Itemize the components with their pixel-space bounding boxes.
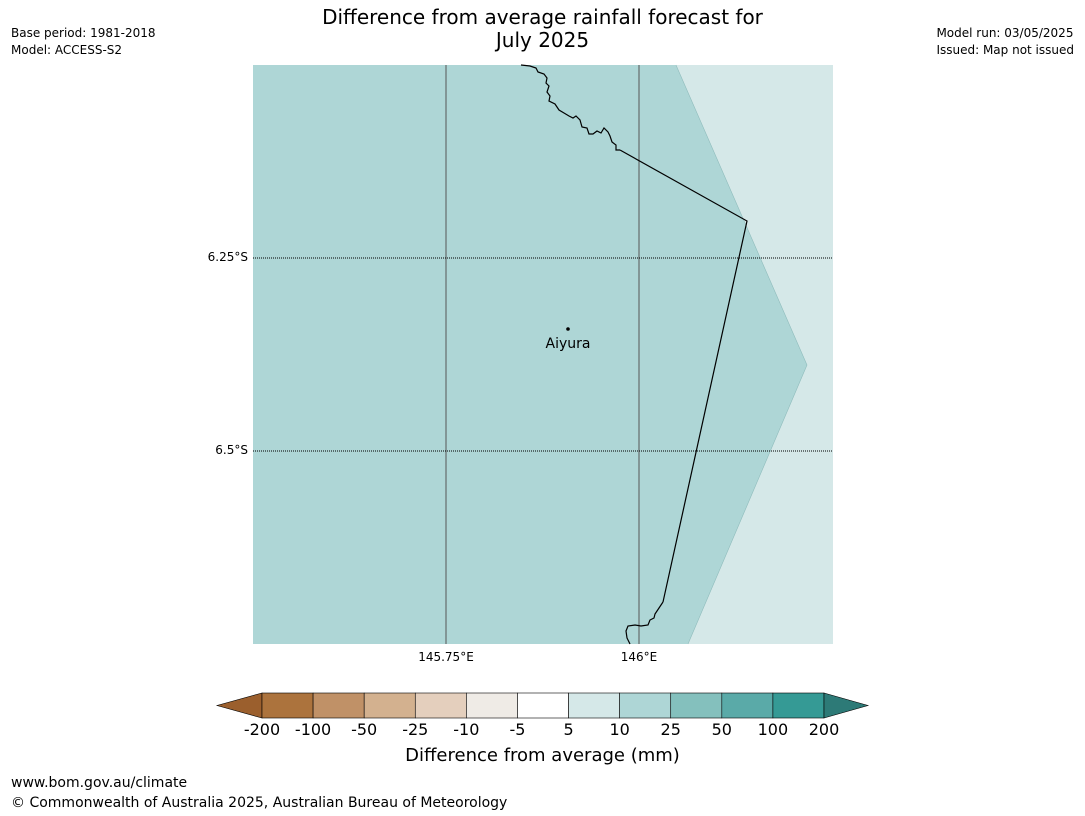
map-title: Difference from average rainfall forecas…: [0, 6, 1085, 52]
colorbar-segment: [261, 692, 314, 719]
model-run-text: Model run: 03/05/2025: [936, 26, 1074, 40]
colorbar-tick-label: -50: [351, 720, 378, 739]
colorbar-segment: [517, 692, 569, 719]
meta-left: Base period: 1981-2018 Model: ACCESS-S2: [11, 25, 156, 59]
colorbar-segment: [772, 692, 825, 719]
lon-label-146: 146°E: [620, 650, 658, 664]
colorbar-segment: [721, 692, 774, 719]
colorbar-extend-low: [215, 692, 263, 719]
aiyura-marker: [566, 327, 570, 331]
lat-label-6-5: 6.5°S: [215, 443, 248, 457]
colorbar-tick-label: -100: [294, 720, 332, 739]
footer-url: www.bom.gov.au/climate: [11, 775, 188, 791]
base-period-text: Base period: 1981-2018: [11, 26, 156, 40]
colorbar-segment: [619, 692, 672, 719]
map-region-5-10: [676, 65, 833, 644]
title-line-1: Difference from average rainfall forecas…: [322, 5, 763, 29]
title-line-2: July 2025: [495, 28, 590, 52]
colorbar-extend-high: [823, 692, 870, 719]
issued-text: Issued: Map not issued: [936, 43, 1074, 57]
colorbar-label: Difference from average (mm): [405, 745, 680, 766]
international-border: [619, 149, 748, 603]
colorbar-tick-label: 50: [711, 720, 732, 739]
footer-copyright: © Commonwealth of Australia 2025, Austra…: [11, 795, 508, 811]
meta-right: Model run: 03/05/2025 Issued: Map not is…: [936, 25, 1074, 59]
region-boundary-edge: [675, 64, 808, 645]
colorbar-tick-label: 200: [808, 720, 840, 739]
colorbar-tick-label: 10: [609, 720, 630, 739]
coastline-south: [625, 601, 664, 645]
lon-label-145-75: 145.75°E: [418, 650, 474, 664]
colorbar-tick-label: 100: [757, 720, 789, 739]
colorbar-segment: [568, 692, 620, 719]
colorbar-segment: [466, 692, 518, 719]
colorbar-tick-label: -200: [243, 720, 281, 739]
colorbar-tick-label: -25: [402, 720, 429, 739]
colorbar-tick-label: 25: [660, 720, 681, 739]
aiyura-label: Aiyura: [545, 336, 591, 352]
colorbar-segment: [670, 692, 723, 719]
colorbar-tick-label: -10: [453, 720, 480, 739]
lat-label-6-25: 6.25°S: [207, 250, 248, 264]
colorbar-tick-label: 5: [563, 720, 574, 739]
colorbar-segment: [414, 692, 467, 719]
colorbar-tick-label: -5: [509, 720, 526, 739]
model-text: Model: ACCESS-S2: [11, 43, 123, 57]
colorbar: [215, 692, 870, 719]
colorbar-segment: [363, 692, 416, 719]
colorbar-segment: [312, 692, 365, 719]
coastline: [520, 64, 620, 151]
